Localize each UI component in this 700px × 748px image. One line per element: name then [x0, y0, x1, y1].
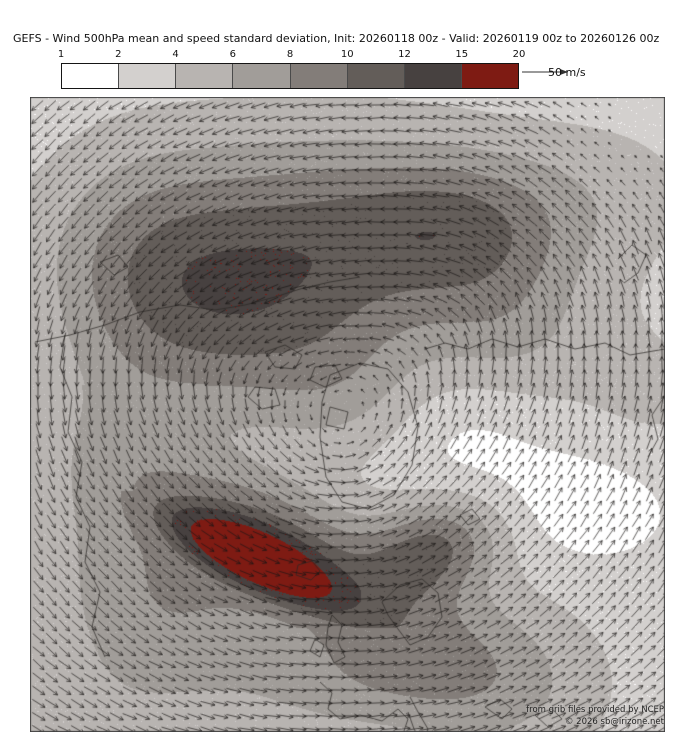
reference-arrow-label: 50 m/s	[548, 66, 586, 79]
colorbar-tick-label: 10	[340, 49, 354, 60]
colorbar-tick-label: 1	[57, 49, 65, 60]
reference-arrow-head-icon	[560, 69, 568, 75]
colorbar-tick-label: 2	[115, 49, 122, 60]
chart-title: GEFS - Wind 500hPa mean and speed standa…	[13, 32, 660, 45]
colorbar-segment	[461, 64, 518, 88]
colorbar-segment	[404, 64, 462, 88]
attribution-copyright: © 2026 sb@irizone.net	[564, 717, 664, 727]
colorbar-tick-label: 12	[398, 49, 411, 60]
colorbar-tick-label: 20	[512, 49, 526, 60]
map-area	[30, 97, 665, 732]
colorbar-tick-label: 15	[455, 49, 469, 60]
colorbar-tick-label: 6	[229, 49, 236, 60]
attribution-source: from grib files provided by NCEP	[526, 705, 664, 715]
reference-wind-arrow: 50 m/s	[522, 66, 586, 79]
colorbar-segment	[233, 64, 291, 88]
colorbar-segment	[62, 64, 120, 88]
colorbar-segment	[347, 64, 405, 88]
colorbar-tick-label: 4	[172, 49, 179, 60]
colorbar-segment	[176, 64, 234, 88]
colorbar-tick-labels: 1 2 4 6 8 10 12 15 20	[0, 49, 700, 62]
colorbar-segment	[119, 64, 177, 88]
colorbar-segment	[290, 64, 348, 88]
wind-field-map-canvas	[30, 97, 665, 732]
colorbar-tick-label: 8	[286, 49, 294, 60]
colorbar	[61, 63, 519, 89]
